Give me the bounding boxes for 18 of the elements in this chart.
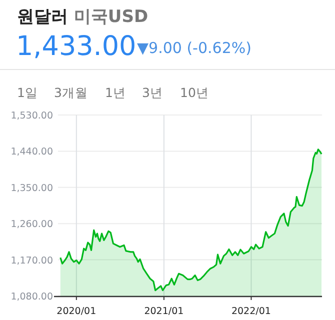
- chart-subtitle: 미국USD: [68, 7, 148, 27]
- y-tick-label: 1,350.00: [10, 182, 53, 194]
- text: 3개월: [54, 85, 88, 100]
- text: 1일: [17, 85, 38, 100]
- text: 1,433.00: [16, 31, 136, 62]
- chart-title: 원달러: [17, 7, 68, 27]
- x-tick-label: 2022/01: [231, 306, 271, 317]
- text: 10년: [180, 85, 209, 100]
- y-tick-label: 1,260.00: [10, 219, 53, 230]
- text: 1년: [105, 85, 126, 100]
- y-tick-label: 1,170.00: [10, 255, 53, 266]
- text: ▼9.00 (-0.62%): [137, 39, 252, 57]
- y-tick-label: 1,530.00: [10, 110, 53, 122]
- text: 3년: [142, 85, 163, 100]
- x-tick-label: 2020/01: [56, 306, 96, 317]
- x-tick-label: 2021/01: [144, 306, 184, 317]
- y-tick-label: 1,080.00: [10, 292, 53, 302]
- y-tick-label: 1,440.00: [10, 146, 53, 158]
